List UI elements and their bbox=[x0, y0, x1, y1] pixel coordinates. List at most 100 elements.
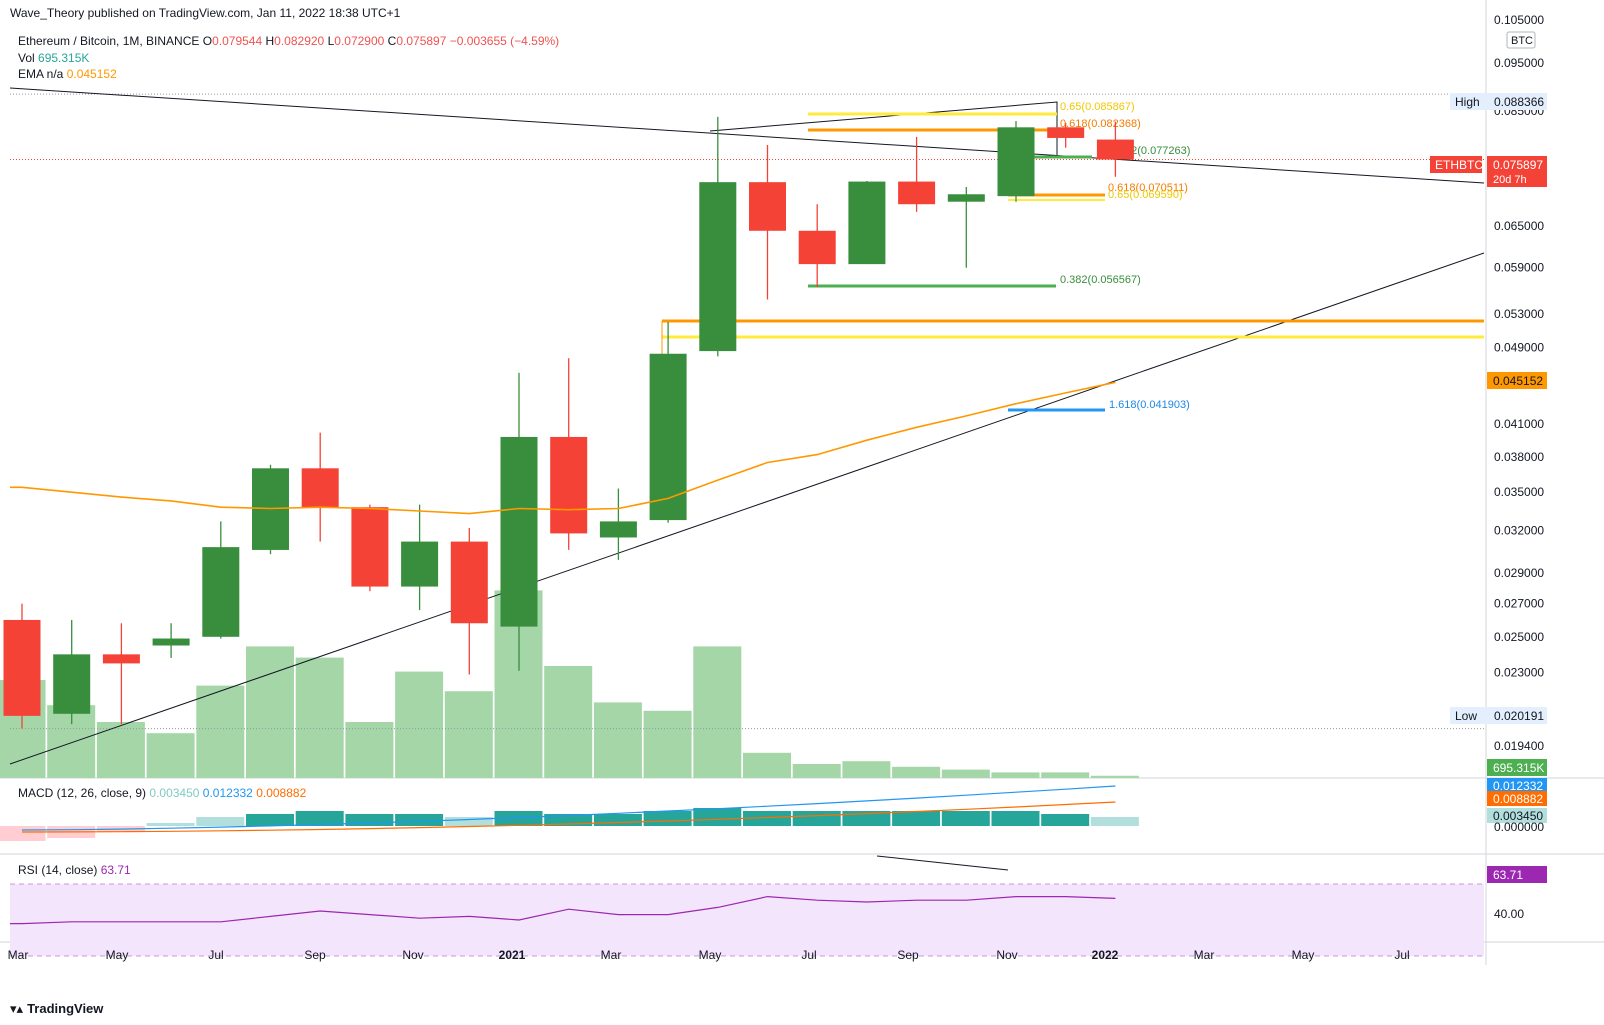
macd-histogram-bar bbox=[395, 814, 444, 826]
price-axis-tick: 0.059000 bbox=[1494, 261, 1544, 275]
volume-bar bbox=[1041, 772, 1090, 778]
candle-body-down bbox=[898, 181, 936, 205]
macd-layer bbox=[0, 785, 1139, 841]
time-axis-tick: Nov bbox=[996, 948, 1017, 962]
macd-signal-value: 0.008882 bbox=[256, 786, 307, 800]
macd-histogram-bar bbox=[196, 817, 245, 826]
fib-level-label: 0.65(0.085867) bbox=[1060, 101, 1135, 113]
macd-histogram-bar bbox=[892, 811, 941, 826]
macd-axis-tick: 0.000000 bbox=[1494, 820, 1544, 834]
rsi-axis-tag bbox=[1487, 866, 1547, 883]
macd-axis-tag bbox=[1487, 808, 1547, 823]
publisher-line: Wave_Theory published on TradingView.com… bbox=[10, 6, 401, 20]
volume-bar bbox=[345, 722, 394, 778]
candle-layer bbox=[3, 116, 1134, 729]
volume-bar bbox=[196, 685, 245, 778]
rsi-axis-tick: 40.00 bbox=[1494, 907, 1524, 921]
high-price-tag bbox=[1450, 93, 1547, 110]
close-value: 0.075897 bbox=[396, 34, 447, 48]
macd-line bbox=[21, 785, 1116, 831]
macd-histogram-bar bbox=[295, 811, 344, 826]
rsi-legend: RSI (14, close) 63.71 bbox=[18, 863, 131, 877]
ema-layer bbox=[10, 381, 1116, 515]
price-axis-tick: 0.023000 bbox=[1494, 666, 1544, 680]
price-axis-tick: 0.035000 bbox=[1494, 485, 1544, 499]
volume-bar bbox=[544, 666, 593, 778]
volume-bar bbox=[1090, 775, 1139, 778]
price-axis-tick: 0.049000 bbox=[1494, 341, 1544, 355]
volume-bar bbox=[643, 710, 692, 778]
macd-histogram-bar bbox=[1090, 817, 1139, 826]
volume-bar bbox=[593, 702, 642, 778]
time-axis-tick: Jul bbox=[208, 948, 223, 962]
resistance-trendline bbox=[9, 87, 1485, 184]
volume-bar bbox=[693, 646, 742, 778]
volume-bar bbox=[941, 769, 990, 778]
current-price-tag bbox=[1487, 156, 1547, 187]
candle-body-up bbox=[53, 654, 91, 714]
macd-line-value: 0.012332 bbox=[202, 786, 253, 800]
macd-histogram-bar bbox=[494, 811, 543, 826]
vol-label: Vol bbox=[18, 51, 35, 65]
ema-value: 0.045152 bbox=[66, 67, 117, 81]
macd-histogram-bar bbox=[593, 814, 642, 826]
volume-bar bbox=[743, 752, 791, 778]
rsi-line bbox=[10, 895, 1116, 925]
volume-bar bbox=[395, 671, 444, 778]
low-value: 0.072900 bbox=[334, 34, 385, 48]
volume-bar bbox=[295, 657, 344, 778]
brand-name: TradingView bbox=[27, 1001, 104, 1016]
macd-axis-value: 0.003450 bbox=[1493, 809, 1543, 823]
price-axis-tick: 0.032000 bbox=[1494, 524, 1544, 538]
low-price-tag bbox=[1450, 707, 1547, 724]
axis-layer: 0.1050000.0950000.0850000.0650000.059000… bbox=[8, 13, 1547, 962]
current-price-value: 0.075897 bbox=[1493, 158, 1543, 172]
tradingview-logo-icon: ▾▴ bbox=[10, 1001, 24, 1016]
price-axis-tick: 0.019400 bbox=[1494, 739, 1544, 753]
tradingview-logo[interactable]: ▾▴ TradingView bbox=[10, 1001, 103, 1017]
rsi-axis-value: 63.71 bbox=[1493, 868, 1523, 882]
macd-histogram-bar bbox=[792, 811, 841, 826]
time-axis-tick: Jul bbox=[1394, 948, 1409, 962]
fib-level-label: 1.618(0.041903) bbox=[1109, 399, 1190, 411]
volume-bar bbox=[146, 733, 195, 778]
drawing-layer: 0.65(0.085867) 0.618(0.082368) 82(0.077263… bbox=[9, 87, 1485, 871]
close-label: C bbox=[387, 34, 397, 48]
macd-histogram-bar bbox=[842, 811, 891, 826]
change-value: −0.003655 (−4.59%) bbox=[449, 34, 560, 48]
candle-body-down bbox=[550, 436, 588, 534]
ema-price-tag bbox=[1487, 372, 1547, 389]
low-label: L bbox=[327, 34, 335, 48]
volume-layer bbox=[0, 590, 1139, 778]
candle-body-down bbox=[301, 468, 339, 508]
candle-body-down bbox=[3, 619, 41, 716]
volume-bar bbox=[792, 764, 841, 778]
candle-body-up bbox=[699, 182, 737, 352]
macd-histogram-bar bbox=[246, 814, 294, 826]
candle-body-up bbox=[599, 521, 637, 538]
rsi-divergence-line bbox=[876, 855, 1009, 871]
countdown-value: 20d 7h bbox=[1493, 174, 1527, 186]
macd-histogram-bar bbox=[444, 817, 493, 826]
price-axis-tick: 0.041000 bbox=[1494, 417, 1544, 431]
rsi-value: 63.71 bbox=[100, 863, 131, 877]
fib-level-label: 0.382(0.056567) bbox=[1060, 274, 1141, 286]
macd-histogram-bar bbox=[544, 814, 593, 826]
candle-body-down bbox=[450, 541, 488, 624]
time-axis-tick: Nov bbox=[402, 948, 423, 962]
volume-bar bbox=[892, 766, 941, 778]
macd-axis-value: 0.008882 bbox=[1493, 792, 1543, 806]
price-axis-tick: 0.038000 bbox=[1494, 450, 1544, 464]
volume-price-tag bbox=[1487, 759, 1547, 776]
macd-histogram-bar bbox=[146, 823, 195, 826]
candle-body-down bbox=[351, 507, 389, 587]
symbol-name: Ethereum / Bitcoin, 1M, BINANCE bbox=[18, 34, 200, 48]
macd-legend: MACD (12, 26, close, 9) 0.003450 0.01233… bbox=[18, 786, 306, 800]
time-axis-tick: 2022 bbox=[1092, 948, 1119, 962]
macd-histogram-bar bbox=[643, 811, 692, 826]
fib-wave-drawing bbox=[709, 101, 1058, 157]
symbol-tag-label: ETHBTC bbox=[1435, 158, 1483, 172]
macd-histogram-bar bbox=[345, 814, 394, 826]
macd-signal-line bbox=[21, 801, 1116, 833]
